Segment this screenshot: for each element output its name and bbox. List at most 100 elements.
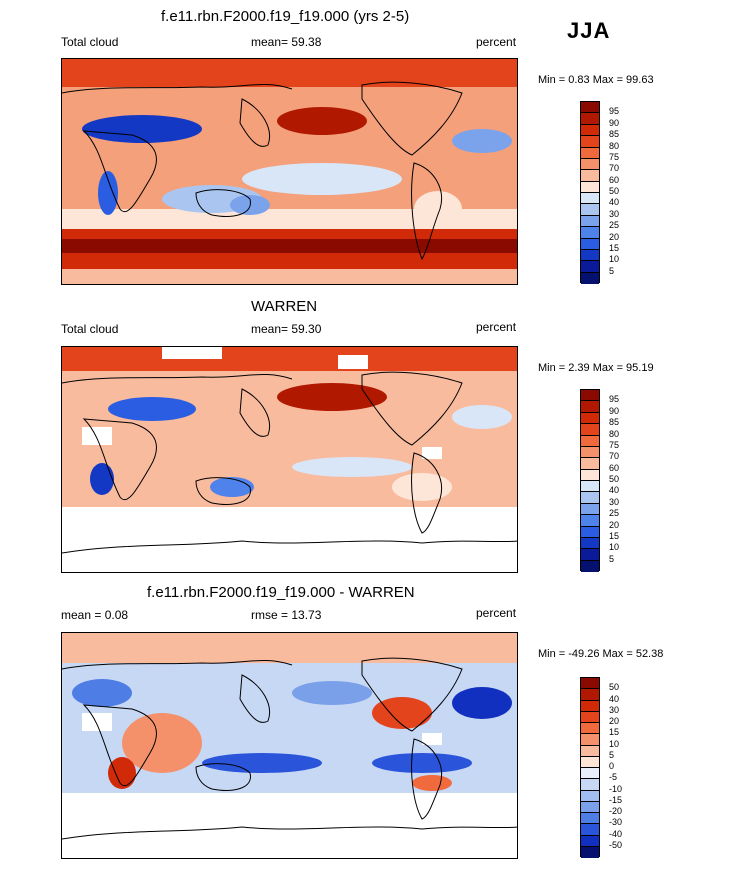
panel-1-left-label: Total cloud (61, 35, 119, 49)
colorbar-swatch (581, 503, 599, 516)
colorbar-tick-label: 0 (609, 761, 615, 771)
colorbar-swatch (581, 102, 599, 114)
panel-1-center-label: mean= 59.38 (251, 35, 322, 49)
colorbar-swatch (581, 446, 599, 459)
colorbar-tick-label: -30 (609, 817, 623, 828)
colorbar-swatch (581, 424, 599, 436)
panel-2-center-label: mean= 59.30 (251, 322, 322, 336)
colorbar-swatch (581, 700, 599, 712)
colorbar-tick-label: 85 (609, 417, 620, 428)
colorbar-tick-label: 75 (609, 151, 620, 162)
panel-2-minmax: Min = 2.39 Max = 95.19 (538, 362, 654, 374)
colorbar-swatch (581, 678, 599, 690)
colorbar-swatch (581, 813, 599, 825)
colorbar-swatch (581, 768, 599, 780)
colorbar-swatch (581, 390, 599, 402)
colorbar-swatch (581, 147, 599, 159)
colorbar-swatch (581, 537, 599, 550)
colorbar-tick-label: -40 (609, 828, 623, 839)
colorbar-tick-label: 40 (609, 485, 620, 496)
panel-2-right-label: percent (476, 320, 517, 334)
colorbar-swatch (581, 249, 599, 262)
colorbar-swatch (581, 227, 599, 239)
colorbar-tick-label: 95 (609, 394, 620, 405)
panel-2-title: WARREN (251, 298, 318, 315)
colorbar-swatch (581, 469, 599, 481)
panel-1-map-field (62, 59, 517, 284)
colorbar-tick-label: 95 (609, 106, 620, 117)
panel-2-left-label: Total cloud (61, 322, 119, 336)
colorbar-swatch (581, 124, 599, 137)
colorbar-swatch (581, 193, 599, 205)
colorbar-swatch (581, 734, 599, 746)
colorbar-tick-label: 5 (609, 749, 615, 760)
colorbar-tick-label: 80 (609, 140, 620, 151)
colorbar-tick-label: 15 (609, 727, 620, 738)
panel-1-right-label: percent (476, 35, 517, 49)
panel-3-left-label: mean = 0.08 (61, 608, 129, 622)
panel-3-center-label: rmse = 13.73 (251, 608, 322, 622)
colorbar-swatch (581, 492, 599, 504)
colorbar-swatch (581, 790, 599, 802)
colorbar-swatch (581, 756, 599, 768)
panel-1-minmax: Min = 0.83 Max = 99.63 (538, 74, 654, 86)
colorbar-tick-label: 70 (609, 451, 620, 462)
colorbar-tick-label: 75 (609, 439, 620, 450)
colorbar-tick-label: 90 (609, 117, 620, 128)
colorbar-swatch (581, 745, 599, 757)
colorbar-swatch (581, 835, 599, 847)
colorbar-swatch (581, 560, 599, 572)
season-label: JJA (567, 18, 611, 43)
colorbar-tick-label: -20 (609, 806, 623, 816)
colorbar-tick-label: 50 (609, 474, 620, 484)
colorbar-tick-label: 10 (609, 542, 620, 553)
colorbar-tick-label: 70 (609, 163, 620, 174)
colorbar-tick-label: 50 (609, 682, 620, 693)
panel-2-map-field (62, 347, 517, 572)
colorbar-swatch (581, 136, 599, 148)
colorbar-swatch (581, 238, 599, 250)
colorbar-tick-label: -15 (609, 794, 623, 805)
colorbar-swatch (581, 170, 599, 182)
panel-1-title: f.e11.rbn.F2000.f19_f19.000 (yrs 2-5) (161, 8, 410, 25)
colorbar-tick-label: 25 (609, 508, 620, 519)
colorbar-tick-label: 30 (609, 208, 620, 219)
colorbar-swatch (581, 801, 599, 813)
colorbar-swatch (581, 481, 599, 493)
colorbar-swatch (581, 261, 599, 273)
colorbar-swatch (581, 113, 599, 125)
colorbar-tick-label: -50 (609, 839, 623, 850)
colorbar-swatch (581, 158, 599, 171)
colorbar-swatch (581, 435, 599, 447)
colorbar-tick-label: 15 (609, 530, 620, 541)
colorbar-tick-label: 20 (609, 716, 620, 726)
colorbar-swatch (581, 723, 599, 735)
colorbar-swatch (581, 401, 599, 413)
colorbar-swatch (581, 779, 599, 791)
colorbar-tick-label: 5 (609, 265, 615, 276)
panel-2-map (61, 346, 518, 573)
colorbar-tick-label: 25 (609, 220, 620, 231)
colorbar-tick-label: 20 (609, 231, 620, 242)
colorbar-tick-label: 30 (609, 704, 620, 715)
colorbar-swatch (581, 846, 599, 858)
colorbar-swatch (581, 515, 599, 527)
colorbar-swatch (581, 549, 599, 561)
panel-1-colorbar (580, 101, 600, 284)
colorbar-tick-label: 40 (609, 197, 620, 208)
colorbar-swatch (581, 711, 599, 723)
colorbar-swatch (581, 689, 599, 701)
colorbar-tick-label: 50 (609, 186, 620, 196)
colorbar-tick-label: 60 (609, 174, 620, 185)
colorbar-tick-label: 30 (609, 496, 620, 507)
colorbar-tick-label: -10 (609, 783, 623, 794)
colorbar-tick-label: 40 (609, 693, 620, 704)
panel-3-colorbar (580, 677, 600, 858)
colorbar-tick-label: 5 (609, 553, 615, 564)
colorbar-tick-label: 10 (609, 254, 620, 265)
panel-3-minmax: Min = -49.26 Max = 52.38 (538, 648, 664, 660)
colorbar-swatch (581, 181, 599, 193)
colorbar-swatch (581, 824, 599, 836)
colorbar-swatch (581, 204, 599, 216)
colorbar-swatch (581, 526, 599, 538)
